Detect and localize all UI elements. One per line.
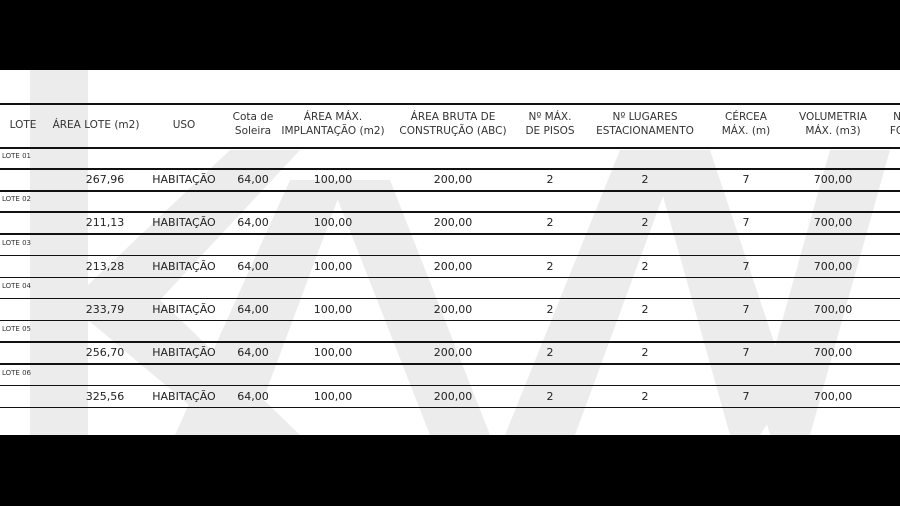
column-header-line2: Soleira <box>234 125 272 137</box>
column-header: CÉRCEA <box>725 111 767 123</box>
table-cell-volumetria: 700,00 <box>813 259 853 273</box>
row-rule <box>0 297 900 300</box>
table-cell-uso: HABITAÇÃO <box>152 173 216 186</box>
column-header: Nº LUGARES <box>612 111 678 123</box>
table-cell-volumetria: 700,00 <box>813 302 853 316</box>
table-cell-lugares: 2 <box>641 216 649 230</box>
table-cell-cota: 64,00 <box>237 259 269 273</box>
table-cell-implantacao: 100,00 <box>313 173 353 186</box>
column-header-line2: MÁX. (m) <box>721 125 771 137</box>
table-cell-implantacao: 100,00 <box>313 346 353 360</box>
row-rule <box>0 168 900 170</box>
row-rule <box>0 190 900 192</box>
row-rule <box>0 319 900 322</box>
column-header-line2: ESTACIONAMENTO <box>596 125 694 137</box>
table-cell-cercea: 7 <box>742 216 750 230</box>
table-cell-lugares: 2 <box>641 302 649 316</box>
table-cell-area: 256,70 <box>85 346 125 360</box>
table-cell-abc: 200,00 <box>433 173 473 186</box>
table-cell-cota: 64,00 <box>237 216 269 230</box>
table-cell-volumetria: 700,00 <box>813 346 853 360</box>
table-cell-implantacao: 100,00 <box>313 216 353 230</box>
table-cell-pisos: 2 <box>546 259 554 273</box>
row-rule <box>0 233 900 235</box>
column-header-line2: DE PISOS <box>525 125 575 137</box>
table-cell-pisos: 2 <box>546 302 554 316</box>
row-rule <box>0 276 900 279</box>
table-cell-uso: HABITAÇÃO <box>152 346 216 360</box>
table-cell-abc: 200,00 <box>433 216 473 230</box>
lot-label: LOTE 02 <box>2 195 31 204</box>
table-cell-pisos: 2 <box>546 346 554 360</box>
table-cell-uso: HABITAÇÃO <box>152 216 216 230</box>
table-top-rule <box>0 103 900 105</box>
table-cell-lugares: 2 <box>641 389 649 403</box>
row-rule <box>0 384 900 386</box>
table-cell-area: 267,96 <box>85 173 125 186</box>
table-cell-area: 213,28 <box>85 259 125 273</box>
column-header: ÁREA BRUTA DE <box>410 111 496 123</box>
table-cell-area: 233,79 <box>85 302 125 316</box>
lot-label: LOTE 04 <box>2 281 31 290</box>
table-cell-volumetria: 700,00 <box>813 173 853 186</box>
table-cell-volumetria: 700,00 <box>813 389 853 403</box>
table-sheet: LOTE ÁREA LOTE (m2) USO Cota de Soleira ÁREA … <box>0 70 900 435</box>
table-cell-lugares: 2 <box>641 346 649 360</box>
table-cell-uso: HABITAÇÃO <box>152 259 216 273</box>
column-header: Cota de <box>232 111 274 123</box>
table-cell-implantacao: 100,00 <box>313 389 353 403</box>
column-header: ÁREA MÁX. <box>303 111 363 123</box>
table-cell-pisos: 2 <box>546 216 554 230</box>
column-header: Nº MÁX. <box>528 111 572 123</box>
row-rule <box>0 341 900 343</box>
table-cell-lugares: 2 <box>641 173 649 186</box>
column-header-line2: FO <box>889 125 900 137</box>
table-cell-uso: HABITAÇÃO <box>152 302 216 316</box>
column-header: ÁREA LOTE (m2) <box>52 119 140 131</box>
table-cell-cota: 64,00 <box>237 302 269 316</box>
column-header: VOLUMETRIA <box>799 111 867 123</box>
table-cell-area: 211,13 <box>85 216 125 230</box>
column-header: LOTE <box>9 119 37 131</box>
table-cell-volumetria: 700,00 <box>813 216 853 230</box>
column-header-line2: CONSTRUÇÃO (ABC) <box>399 125 507 137</box>
table-cell-abc: 200,00 <box>433 302 473 316</box>
table-cell-cercea: 7 <box>742 346 750 360</box>
lot-label: LOTE 01 <box>2 152 31 160</box>
table-cell-abc: 200,00 <box>433 259 473 273</box>
table-cell-cercea: 7 <box>742 389 750 403</box>
table-cell-cota: 64,00 <box>237 346 269 360</box>
column-header: N <box>893 111 900 123</box>
table-cell-cercea: 7 <box>742 302 750 316</box>
table-cell-abc: 200,00 <box>433 346 473 360</box>
table-cell-cercea: 7 <box>742 173 750 186</box>
header-rule <box>0 147 900 149</box>
table-cell-implantacao: 100,00 <box>313 259 353 273</box>
row-rule <box>0 254 900 257</box>
table-cell-cota: 64,00 <box>237 389 269 403</box>
column-header-line2: MÁX. (m3) <box>805 125 861 137</box>
row-rule <box>0 363 900 365</box>
row-rule <box>0 406 900 408</box>
table-cell-abc: 200,00 <box>433 389 473 403</box>
table-cell-uso: HABITAÇÃO <box>152 389 216 403</box>
lot-label: LOTE 03 <box>2 238 31 247</box>
table-cell-pisos: 2 <box>546 173 554 186</box>
table-cell-area: 325,56 <box>85 389 125 403</box>
table-cell-lugares: 2 <box>641 259 649 273</box>
table-cell-implantacao: 100,00 <box>313 302 353 316</box>
lot-label: LOTE 06 <box>2 368 31 377</box>
column-header: USO <box>172 119 196 131</box>
table-cell-pisos: 2 <box>546 389 554 403</box>
table-cell-cota: 64,00 <box>237 173 269 186</box>
lot-label: LOTE 05 <box>2 325 31 334</box>
table-cell-cercea: 7 <box>742 259 750 273</box>
column-header-line2: IMPLANTAÇÃO (m2) <box>281 125 385 137</box>
row-rule <box>0 211 900 213</box>
